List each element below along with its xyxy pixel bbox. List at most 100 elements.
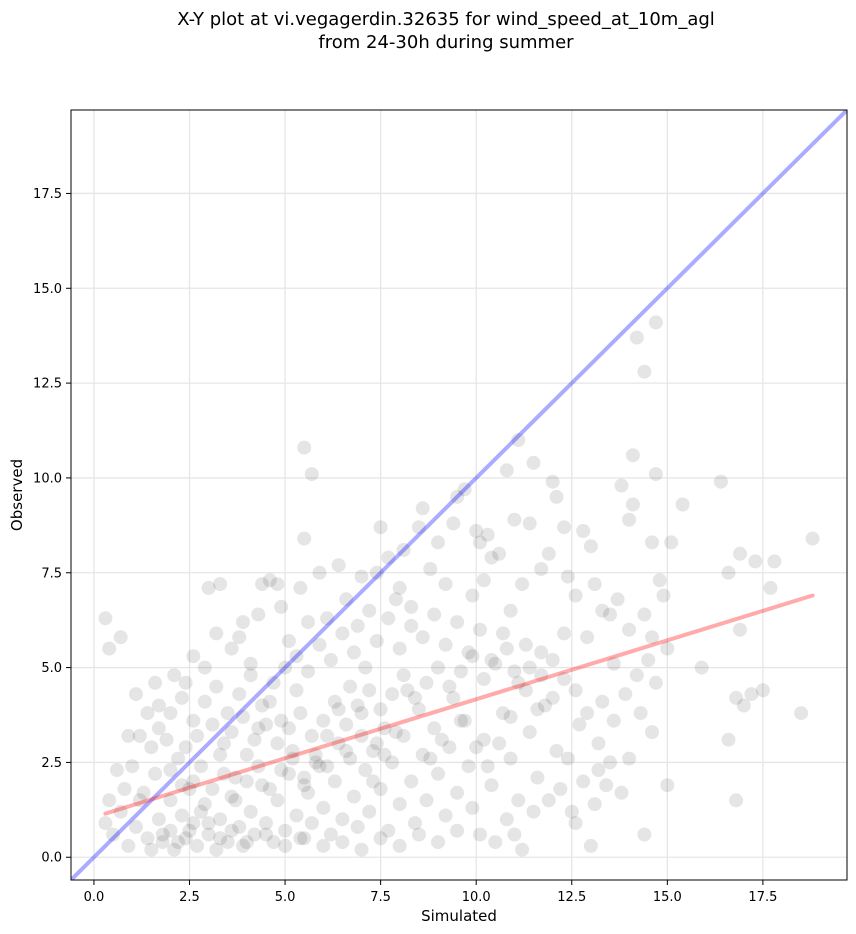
fit-line	[103, 593, 815, 816]
data-point-259	[473, 622, 487, 637]
data-point-357	[511, 675, 526, 690]
data-point-54	[469, 524, 484, 538]
data-point-319	[297, 831, 312, 846]
data-point-311	[171, 835, 185, 850]
data-point-297	[239, 774, 254, 789]
data-point-78	[603, 607, 617, 622]
data-point-164	[274, 713, 289, 728]
data-point-172	[182, 782, 197, 796]
data-point-285	[174, 690, 189, 705]
data-point-184	[121, 838, 136, 853]
data-point-1	[102, 641, 117, 656]
data-point-205	[243, 804, 258, 819]
chart-title-line-1: X-Y plot at vi.vegagerdin.32635 for wind…	[177, 9, 715, 30]
data-point-178	[117, 782, 132, 796]
data-point-2	[113, 630, 128, 645]
data-point-236	[419, 793, 434, 808]
data-point-330	[190, 728, 205, 743]
data-point-32	[320, 611, 335, 626]
data-point-148	[457, 713, 472, 728]
data-point-58	[484, 550, 499, 565]
data-point-122	[541, 793, 556, 808]
data-point-27	[297, 531, 312, 546]
data-point-182	[106, 827, 120, 842]
y-tick-label-2: 5.0	[41, 661, 62, 676]
data-point-365	[603, 755, 617, 770]
data-point-47	[423, 562, 438, 576]
data-point-347	[396, 668, 411, 683]
data-point-153	[400, 683, 415, 698]
data-point-238	[431, 766, 445, 781]
data-point-40	[381, 550, 396, 565]
data-point-214	[293, 831, 308, 846]
data-point-57	[480, 527, 495, 542]
data-point-175	[148, 766, 163, 781]
data-point-289	[132, 728, 147, 743]
data-point-267	[381, 611, 396, 626]
data-point-113	[614, 785, 629, 800]
data-point-59	[492, 546, 507, 561]
data-point-62	[507, 512, 522, 527]
data-point-200	[213, 812, 228, 827]
y-tick-label-3: 7.5	[41, 566, 62, 581]
data-point-211	[278, 823, 293, 838]
data-point-130	[572, 717, 587, 732]
y-tick-label-5: 12.5	[33, 377, 62, 392]
data-point-170	[205, 717, 220, 732]
data-point-341	[327, 694, 342, 709]
data-point-268	[369, 634, 384, 648]
data-point-14	[213, 577, 228, 592]
data-point-299	[262, 782, 277, 796]
data-point-68	[541, 546, 556, 561]
data-point-29	[304, 467, 319, 482]
data-point-74	[576, 524, 591, 538]
data-point-18	[243, 656, 258, 671]
y-tick-label-0: 0.0	[41, 851, 62, 866]
plot-area	[71, 110, 847, 880]
data-point-25	[289, 649, 304, 664]
data-point-326	[431, 835, 445, 850]
data-point-270	[346, 645, 361, 660]
data-point-112	[591, 763, 606, 777]
data-point-16	[232, 630, 247, 645]
data-point-277	[266, 675, 281, 690]
data-point-99	[733, 622, 747, 637]
data-point-105	[767, 554, 782, 569]
data-point-31	[312, 565, 327, 580]
data-point-282	[209, 679, 224, 694]
data-point-349	[419, 675, 434, 690]
data-point-102	[748, 554, 763, 569]
data-point-100	[736, 698, 751, 713]
x-tick-label-7: 17.5	[748, 890, 777, 905]
data-point-226	[362, 804, 377, 819]
reference-lines	[71, 110, 847, 880]
data-point-180	[102, 793, 117, 808]
data-point-97	[729, 793, 744, 808]
data-point-207	[255, 778, 270, 793]
data-point-9	[178, 675, 193, 690]
data-point-361	[557, 626, 572, 641]
x-axis-ticks: 0.0 2.5 5.0 7.5 10.0 12.5 15.0 17.5	[84, 880, 777, 905]
data-point-70	[549, 489, 564, 504]
data-point-290	[163, 793, 178, 808]
data-point-194	[178, 831, 193, 846]
data-point-111	[568, 816, 583, 831]
data-point-87	[648, 315, 663, 330]
data-point-79	[614, 478, 629, 493]
data-point-217	[312, 759, 327, 774]
data-point-323	[373, 831, 388, 846]
data-point-324	[392, 838, 407, 853]
data-point-158	[343, 679, 358, 694]
data-point-273	[312, 637, 327, 652]
data-point-63	[511, 433, 526, 447]
data-point-342	[339, 717, 354, 732]
data-point-263	[427, 607, 442, 622]
data-point-329	[178, 740, 193, 755]
data-point-248	[503, 751, 518, 766]
data-point-307	[354, 728, 369, 743]
data-point-123	[526, 804, 541, 819]
data-point-85	[645, 535, 659, 550]
data-point-306	[343, 751, 358, 766]
data-point-359	[534, 645, 549, 660]
data-point-39	[373, 520, 388, 535]
